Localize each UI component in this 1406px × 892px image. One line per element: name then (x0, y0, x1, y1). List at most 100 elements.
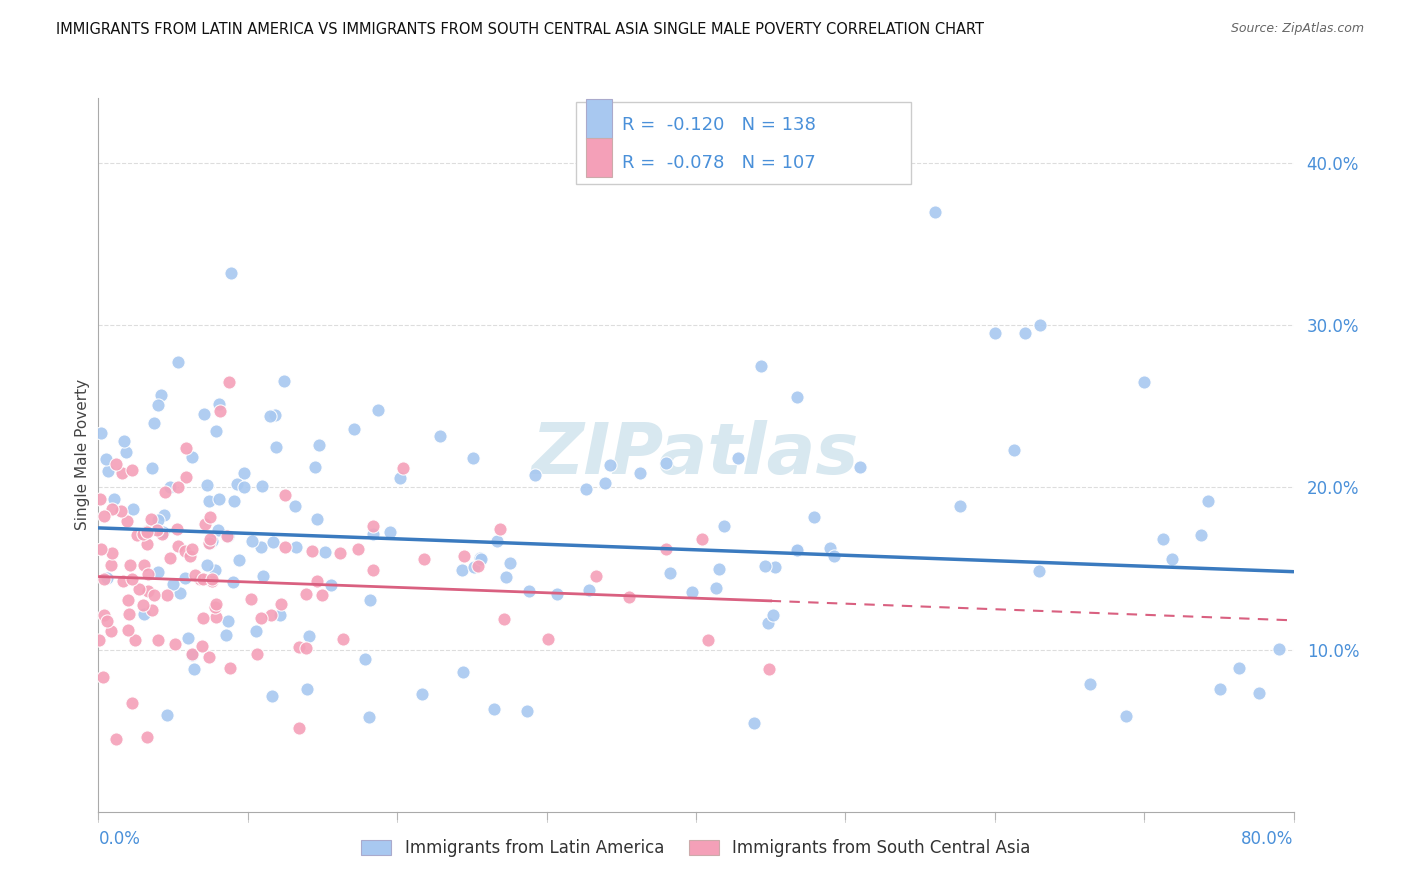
Point (96, 571, 118, 585)
Point (803, 510, 825, 524)
Point (361, 526, 384, 541)
Y-axis label: Single Male Poverty: Single Male Poverty (75, 379, 90, 531)
Point (298, 629, 321, 643)
Point (136, 584, 159, 599)
Point (150, 527, 173, 541)
Point (156, 588, 179, 602)
Point (311, 588, 333, 602)
Point (208, 404, 231, 418)
Point (392, 461, 415, 475)
Point (198, 493, 221, 508)
Point (250, 611, 273, 625)
Point (201, 574, 224, 588)
Point (153, 484, 176, 499)
Point (492, 611, 515, 625)
Point (159, 480, 181, 494)
Point (259, 409, 281, 423)
Point (451, 665, 474, 679)
Point (221, 266, 243, 280)
Point (823, 549, 845, 563)
Point (110, 503, 132, 517)
Point (517, 584, 540, 599)
Point (198, 536, 221, 550)
Point (485, 533, 508, 548)
Point (367, 403, 389, 417)
Point (246, 647, 269, 661)
Point (347, 542, 370, 557)
Point (181, 541, 204, 556)
Point (273, 488, 295, 502)
Point (208, 397, 231, 411)
Point (91, 670, 114, 684)
Point (1002, 442, 1025, 457)
Point (245, 624, 267, 638)
Point (204, 609, 226, 624)
Point (574, 482, 596, 496)
Point (751, 359, 773, 374)
Text: R =  -0.078   N = 107: R = -0.078 N = 107 (621, 154, 815, 172)
Point (1227, 661, 1250, 675)
Text: IMMIGRANTS FROM LATIN AMERICA VS IMMIGRANTS FROM SOUTH CENTRAL ASIA SINGLE MALE : IMMIGRANTS FROM LATIN AMERICA VS IMMIGRA… (56, 22, 984, 37)
Point (198, 535, 221, 549)
Point (269, 608, 291, 623)
Point (924, 204, 946, 219)
Point (207, 523, 229, 537)
Point (754, 559, 776, 574)
Point (166, 539, 188, 553)
Point (90, 542, 112, 557)
Point (217, 529, 239, 543)
Point (742, 715, 765, 730)
Point (294, 587, 316, 601)
Point (461, 450, 484, 465)
Point (124, 632, 146, 647)
Point (132, 526, 155, 541)
Point (201, 533, 224, 548)
Point (104, 731, 127, 746)
Point (195, 558, 218, 573)
Point (378, 524, 401, 539)
Point (159, 551, 181, 566)
Point (786, 543, 808, 558)
Point (169, 586, 191, 600)
Point (173, 571, 195, 585)
Point (188, 572, 211, 586)
Text: 80.0%: 80.0% (1241, 830, 1294, 847)
Point (195, 478, 218, 492)
Point (681, 585, 703, 599)
Point (273, 374, 295, 388)
Point (152, 524, 174, 539)
Point (200, 510, 222, 524)
Point (1267, 641, 1289, 656)
Point (704, 581, 727, 595)
Point (305, 574, 328, 588)
Point (87, 633, 110, 648)
Point (167, 355, 190, 369)
Point (294, 640, 316, 655)
Point (115, 444, 138, 458)
Point (100, 502, 122, 516)
Point (142, 588, 165, 602)
Point (262, 689, 284, 703)
Point (240, 591, 263, 606)
Point (204, 600, 226, 615)
Text: 0.0%: 0.0% (98, 830, 141, 847)
Point (96, 614, 118, 628)
Point (450, 563, 472, 577)
Point (148, 566, 170, 580)
Point (1115, 708, 1137, 723)
Point (103, 492, 125, 507)
Point (174, 441, 197, 455)
Point (727, 450, 749, 465)
Point (329, 546, 352, 560)
Point (578, 582, 600, 597)
Point (690, 532, 713, 546)
Point (135, 524, 157, 538)
Point (93, 508, 115, 523)
Point (546, 587, 568, 601)
Point (1152, 533, 1174, 547)
Point (174, 469, 197, 483)
Point (354, 652, 377, 666)
Point (100, 624, 122, 638)
Point (240, 533, 263, 548)
Point (489, 522, 512, 536)
